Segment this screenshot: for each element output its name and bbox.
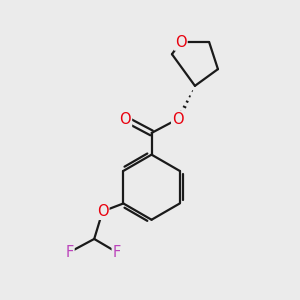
Text: F: F — [65, 245, 74, 260]
Text: O: O — [172, 112, 184, 127]
Text: F: F — [113, 245, 121, 260]
Text: O: O — [119, 112, 131, 127]
Text: O: O — [175, 34, 187, 50]
Text: O: O — [97, 204, 108, 219]
